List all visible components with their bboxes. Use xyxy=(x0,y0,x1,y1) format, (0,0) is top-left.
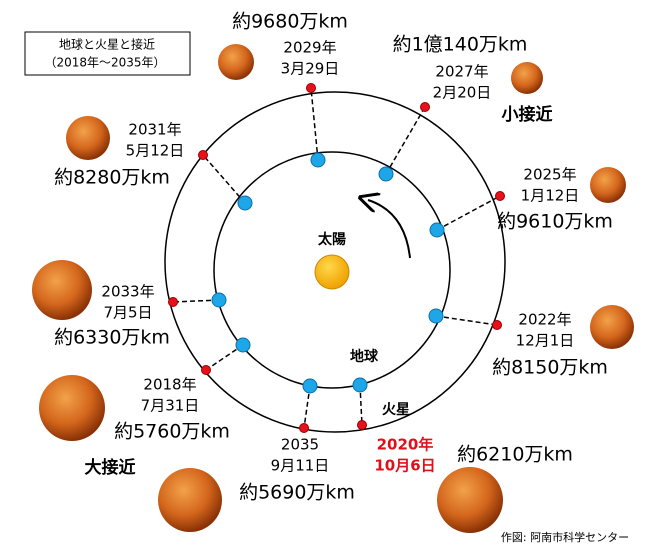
large-approach: 大接近 xyxy=(85,457,136,478)
approach-distance: 約5690万km xyxy=(239,482,355,504)
earth-label: 地球 xyxy=(350,348,379,365)
mars-label: 火星 xyxy=(382,402,410,418)
approach-distance: 約9680万km xyxy=(232,11,348,33)
earth-position xyxy=(310,152,326,168)
mars-position xyxy=(357,420,367,430)
earth-orbit xyxy=(213,151,451,389)
mars-position xyxy=(420,102,430,112)
earth-position xyxy=(211,292,227,308)
mars-position xyxy=(492,320,502,330)
approach-year: 2029年 xyxy=(283,39,336,57)
legend-box xyxy=(24,31,191,76)
earth-position xyxy=(302,378,318,394)
earth-position xyxy=(428,308,444,324)
approach-date: 3月29日 xyxy=(281,60,340,78)
approach-date: 5月12日 xyxy=(126,142,185,160)
approach-distance: 約8280万km xyxy=(54,167,170,189)
approach-distance: 約1億140万km xyxy=(393,34,528,56)
approach-year: 2035 xyxy=(281,436,319,454)
earth-position xyxy=(237,195,253,211)
mars-image xyxy=(32,260,92,320)
mars-orbit xyxy=(164,91,506,433)
mars-image xyxy=(511,62,543,94)
approach-date: 7月5日 xyxy=(103,304,152,322)
mars-image xyxy=(66,116,110,160)
earth-position xyxy=(429,222,445,238)
approach-date: 1月12日 xyxy=(521,187,580,205)
credit: 作図: 阿南市科学センター xyxy=(501,530,629,544)
mars-image xyxy=(218,44,254,80)
mars-position xyxy=(168,297,178,307)
approach-line xyxy=(435,315,498,326)
approach-line xyxy=(310,87,319,161)
mars-position xyxy=(495,191,505,201)
legend-title: 地球と火星と接近 xyxy=(59,37,155,52)
approach-year: 2022年 xyxy=(518,311,571,329)
mars-image xyxy=(590,305,634,349)
approach-date: 7月31日 xyxy=(141,397,200,415)
mars-position xyxy=(306,83,316,93)
approach-year: 2025年 xyxy=(523,166,576,184)
approach-year: 2031年 xyxy=(128,121,181,139)
small-approach: 小接近 xyxy=(502,104,553,125)
approach-year: 2033年 xyxy=(101,283,154,301)
approach-date: 10月6日 xyxy=(374,457,435,475)
mars-position xyxy=(299,423,309,433)
approach-distance: 約8150万km xyxy=(492,357,608,379)
approach-year: 2018年 xyxy=(143,376,196,394)
mars-position xyxy=(201,365,211,375)
approach-line xyxy=(359,384,363,426)
approach-distance: 約9610万km xyxy=(497,211,613,233)
approach-line xyxy=(436,195,501,231)
approach-distance: 約6330万km xyxy=(54,327,170,349)
approach-date: 12月1日 xyxy=(516,332,575,350)
sun-label: 太陽 xyxy=(318,231,346,248)
approach-line xyxy=(202,154,246,204)
mars-image xyxy=(39,375,105,441)
mars-image xyxy=(437,467,503,533)
approach-year: 2020年 xyxy=(377,436,434,454)
approach-line xyxy=(385,106,426,175)
orbit-arrow xyxy=(368,200,411,259)
sun xyxy=(314,254,350,290)
approach-date: 2月20日 xyxy=(433,84,492,102)
earth-position xyxy=(235,337,251,353)
mars-image xyxy=(590,167,626,203)
mars-image xyxy=(158,468,222,532)
approach-line xyxy=(303,385,311,429)
legend-subtitle: （2018年～2035年） xyxy=(44,56,165,70)
approach-year: 2027年 xyxy=(435,63,488,81)
approach-distance: 約5760万km xyxy=(114,421,230,443)
earth-position xyxy=(352,377,368,393)
earth-position xyxy=(378,166,394,182)
approach-date: 9月11日 xyxy=(271,457,330,475)
mars-position xyxy=(198,150,208,160)
approach-distance: 約6210万km xyxy=(457,444,573,466)
